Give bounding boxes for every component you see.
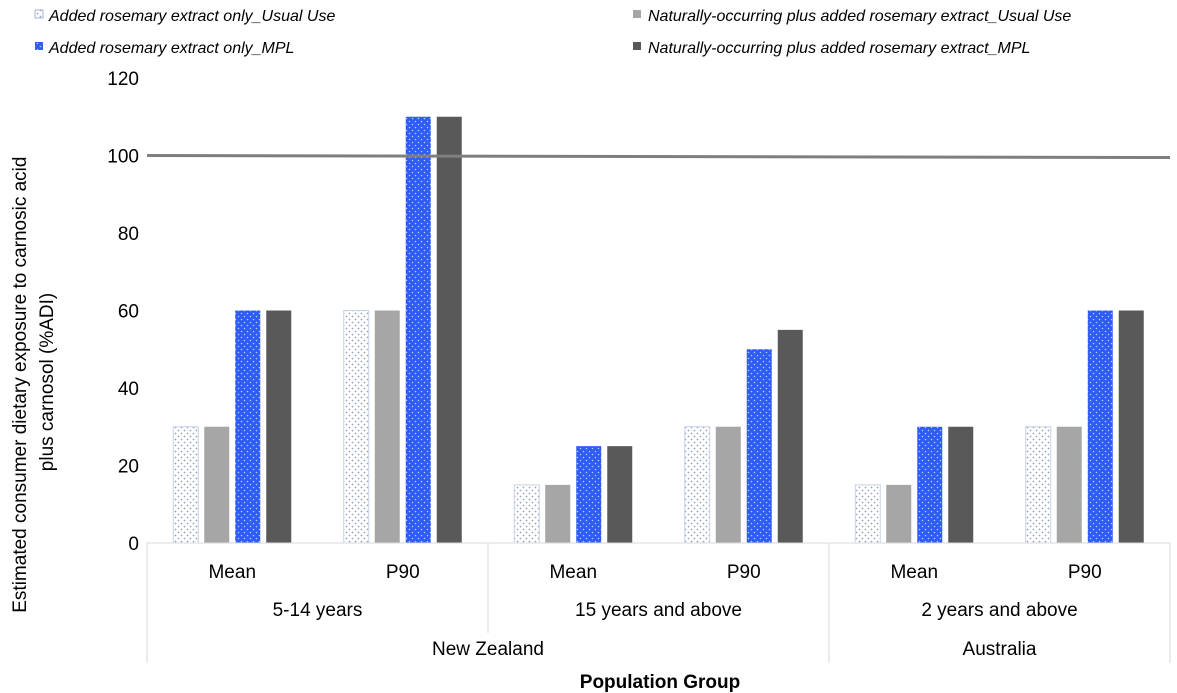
- bar-series-2-cat-3: [545, 484, 571, 543]
- y-tick-label: 60: [118, 302, 139, 323]
- bar-series-1-cat-4: [684, 426, 711, 544]
- bar-series-1-cat-6: [1025, 426, 1052, 544]
- bar-series-2-cat-5: [886, 484, 912, 543]
- y-tick-label: 80: [118, 224, 139, 245]
- x-tick-label: Mean: [208, 562, 256, 583]
- legend-swatch-1: [34, 9, 44, 19]
- reference-line-100: [146, 154, 1171, 159]
- bar-series-3-cat-6: [1087, 310, 1113, 543]
- legend-swatch-2: [633, 10, 641, 18]
- x-group-label-level2: 2 years and above: [921, 600, 1077, 621]
- bar-series-4-cat-6: [1118, 310, 1144, 543]
- bar-series-4-cat-1: [266, 310, 292, 543]
- bar-series-1-cat-1: [172, 426, 199, 544]
- y-tick-label: 0: [128, 534, 139, 555]
- x-group-label-level3: New Zealand: [432, 639, 544, 660]
- bar-series-4-cat-4: [777, 329, 803, 543]
- x-tick-label: P90: [1068, 562, 1102, 583]
- bar-series-2-cat-1: [204, 426, 230, 543]
- legend-item-2: Naturally-occurring plus added rosemary …: [633, 8, 1071, 25]
- y-tick-label: 20: [118, 457, 139, 478]
- y-axis-label: Estimated consumer dietary exposure to c…: [10, 151, 58, 613]
- x-tick-label: Mean: [549, 562, 597, 583]
- y-tick-label: 100: [107, 147, 139, 168]
- legend: Added rosemary extract only_Usual Use Na…: [34, 8, 1071, 57]
- legend-item-3: Added rosemary extract only_MPL: [35, 40, 294, 57]
- legend-label-4: Naturally-occurring plus added rosemary …: [648, 40, 1030, 57]
- legend-item-4: Naturally-occurring plus added rosemary …: [633, 40, 1030, 57]
- y-axis-label-line-2: plus carnosol (%ADI): [37, 293, 58, 471]
- y-tick-label: 120: [107, 69, 139, 90]
- bar-series-3-cat-2: [405, 116, 431, 543]
- bar-series-4-cat-5: [948, 426, 974, 543]
- legend-label-1: Added rosemary extract only_Usual Use: [48, 8, 335, 25]
- legend-label-2: Naturally-occurring plus added rosemary …: [648, 8, 1071, 25]
- x-tick-label: Mean: [890, 562, 938, 583]
- legend-swatch-3: [35, 42, 43, 50]
- legend-item-1: Added rosemary extract only_Usual Use: [34, 8, 335, 25]
- x-axis-categories: Mean P90 Mean P90 Mean P90 5-14 years 15 years …: [146, 542, 1171, 663]
- legend-swatch-4: [633, 42, 641, 50]
- x-group-label-level2: 15 years and above: [575, 600, 742, 621]
- bar-series-1-cat-3: [513, 484, 540, 544]
- legend-label-3: Added rosemary extract only_MPL: [48, 40, 294, 57]
- y-axis-label-line-1: Estimated consumer dietary exposure to c…: [10, 157, 31, 613]
- bars: [146, 116, 1171, 544]
- bar-series-3-cat-5: [917, 426, 943, 543]
- bar-series-3-cat-3: [576, 446, 602, 543]
- bar-series-4-cat-2: [436, 116, 462, 543]
- bar-series-3-cat-4: [746, 349, 772, 543]
- bar-series-1-cat-2: [343, 310, 370, 544]
- x-group-label-level2: 5-14 years: [273, 600, 363, 621]
- bar-series-3-cat-1: [235, 310, 261, 543]
- bar-series-2-cat-2: [374, 310, 400, 543]
- x-tick-label: P90: [727, 562, 761, 583]
- bar-series-4-cat-3: [607, 446, 633, 543]
- x-tick-label: P90: [386, 562, 420, 583]
- y-tick-label: 40: [118, 379, 139, 400]
- bar-series-1-cat-5: [854, 484, 881, 544]
- bar-series-2-cat-6: [1056, 426, 1082, 543]
- y-tick-labels: 0 20 40 60 80 100 120: [107, 69, 139, 555]
- bar-series-2-cat-4: [715, 426, 741, 543]
- x-group-label-level3: Australia: [963, 639, 1037, 660]
- x-axis-label: Population Group: [580, 672, 740, 693]
